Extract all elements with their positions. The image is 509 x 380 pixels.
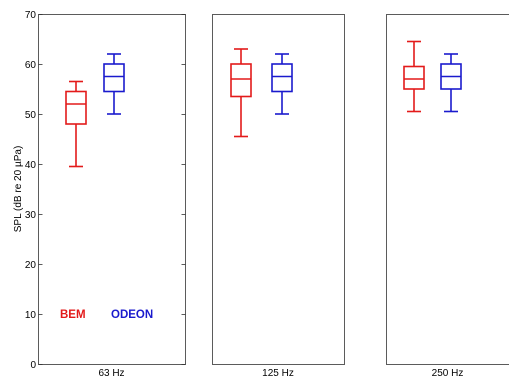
- y-tick-label: 50: [25, 110, 37, 121]
- y-axis-label: SPL (dB re 20 µPa): [13, 146, 24, 233]
- panels-group: 0 10 20 30 40 50 60 70 63 Hz 125 Hz 250 Hz BEM ODEON: [25, 10, 509, 379]
- box-iqr: [272, 64, 292, 92]
- panel-frame: [213, 15, 345, 365]
- y-tick-label: 60: [25, 60, 37, 71]
- y-tick-label: 70: [25, 10, 37, 21]
- legend-entry-bem: BEM: [60, 309, 86, 321]
- y-tick-label: 0: [30, 360, 36, 371]
- y-tick-label: 20: [25, 260, 37, 271]
- y-tick-label: 40: [25, 160, 37, 171]
- box-iqr: [66, 92, 86, 125]
- x-category-label: 125 Hz: [262, 368, 294, 379]
- y-tick-label: 30: [25, 210, 37, 221]
- y-tick-label: 10: [25, 310, 37, 321]
- box-iqr: [104, 64, 124, 92]
- x-category-label: 250 Hz: [432, 368, 464, 379]
- box-iqr: [231, 64, 251, 97]
- x-category-label: 63 Hz: [98, 368, 124, 379]
- legend-entry-odeon: ODEON: [111, 309, 153, 321]
- box-iqr: [404, 67, 424, 90]
